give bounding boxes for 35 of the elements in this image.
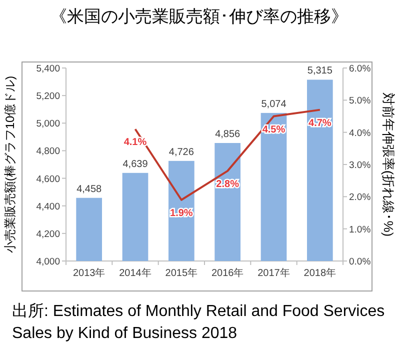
y2-tick-label: 0.0% — [349, 256, 372, 268]
y2-axis-title: 対前年伸張率(折れ線･%) — [381, 92, 396, 237]
y2-tick-label: 3.0% — [349, 160, 372, 171]
y2-tick-label: 1.0% — [349, 224, 372, 236]
y2-tick-label: 2.0% — [349, 192, 372, 204]
x-tick-label: 2018年 — [304, 267, 336, 279]
data-label: 4,458 — [76, 184, 102, 195]
data-label: 2.8% — [216, 178, 240, 190]
text: 出所: Estimates of Monthly Retail and Food Services Sales by Kind of Business 2018 — [12, 302, 385, 342]
data-label: 4,726 — [168, 146, 194, 158]
x-tick-label: 2015年 — [165, 267, 198, 279]
y2-tick-label: 6.0% — [349, 64, 372, 74]
x-tick-label: 2017年 — [258, 267, 290, 279]
y-tick-label: 5,400 — [36, 64, 60, 74]
y-tick-label: 5,200 — [36, 91, 60, 102]
y-tick-label: 4,000 — [36, 256, 60, 268]
data-label: 4,856 — [215, 128, 241, 140]
data-label: 5,074 — [261, 98, 287, 110]
data-label: 1.9% — [170, 208, 193, 219]
data-label: 4.5% — [262, 124, 286, 136]
data-label: 4,639 — [122, 158, 148, 170]
y-axis-title: 小売業販売額(棒グラフ10億ドル) — [3, 76, 17, 254]
y-tick-label: 4,200 — [36, 228, 60, 240]
y-tick-label: 5,000 — [36, 118, 60, 130]
y2-tick-label: 4.0% — [349, 128, 372, 139]
y-tick-label: 4,600 — [36, 174, 60, 185]
x-tick-label: 2014年 — [119, 267, 152, 279]
x-tick-label: 2016年 — [211, 267, 244, 279]
y-tick-label: 4,800 — [36, 146, 60, 158]
chart-title: 《米国の小売業販売額･伸び率の推移》 — [50, 7, 348, 26]
data-label: 5,315 — [307, 66, 333, 77]
y2-tick-label: 5.0% — [349, 96, 372, 107]
x-tick-label: 2013年 — [72, 267, 106, 279]
y-tick-label: 4,400 — [36, 201, 60, 212]
data-label: 4.7% — [308, 118, 332, 129]
